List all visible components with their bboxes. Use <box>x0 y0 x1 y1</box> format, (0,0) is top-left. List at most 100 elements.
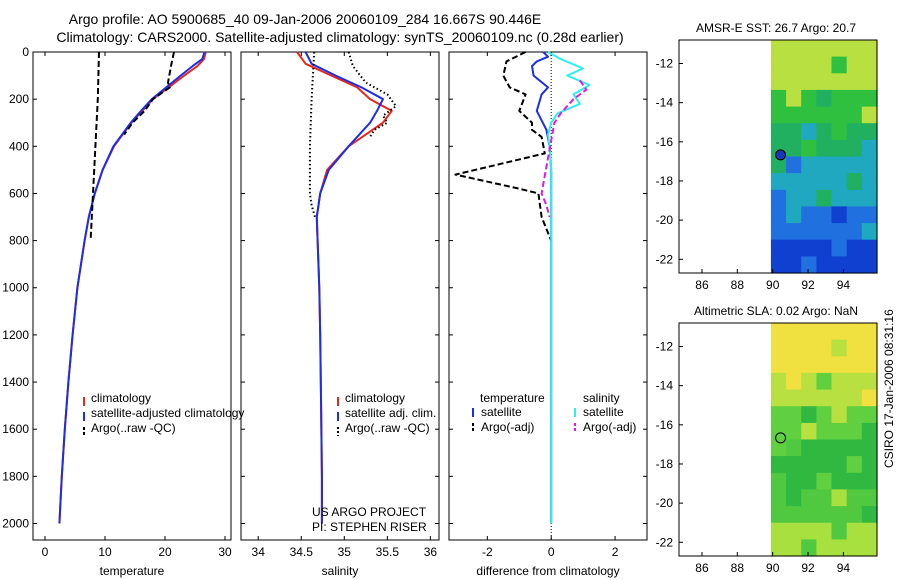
heatmap-cell <box>831 406 848 424</box>
heatmap-cell <box>861 456 878 474</box>
series-argo-raw-qc- <box>308 51 316 218</box>
x-tick-label: 2 <box>612 545 619 559</box>
heatmap-cell <box>801 489 817 507</box>
heatmap-cell <box>770 223 787 241</box>
heatmap-cell <box>770 489 787 507</box>
heatmap-cell <box>770 389 787 407</box>
heatmap-cell <box>846 456 863 474</box>
y-tick-label: -20 <box>656 213 674 227</box>
heatmap-cell <box>831 323 848 341</box>
heatmap-cell <box>801 439 817 457</box>
heatmap-cell <box>786 389 802 407</box>
heatmap-cell <box>846 472 863 490</box>
heatmap-cell <box>861 139 878 158</box>
heatmap-cell <box>786 139 802 158</box>
x-tick-label: 86 <box>695 278 709 292</box>
heatmap-cell <box>801 106 817 124</box>
heatmap-cell <box>846 139 863 158</box>
y-tick-label: 1400 <box>2 375 29 389</box>
legend-label: Argo(-adj) <box>481 420 534 434</box>
heatmap-cell <box>861 406 878 424</box>
series-argo-raw-qc-upper <box>347 51 397 138</box>
x-tick-label: 0 <box>42 545 49 559</box>
heatmap-cell <box>846 522 863 540</box>
x-tick-label: 34.5 <box>290 545 314 559</box>
heatmap-cell <box>770 456 787 474</box>
heatmap-cell <box>846 256 863 274</box>
heatmap-cell <box>846 223 863 241</box>
heatmap-cell <box>816 439 833 457</box>
axes-frame <box>448 51 648 541</box>
heatmap-cell <box>801 422 817 441</box>
heatmap-cell <box>846 89 863 108</box>
heatmap-cell <box>816 40 833 58</box>
heatmap-cell <box>861 422 878 441</box>
heatmap-cell <box>801 239 817 257</box>
legend-label: satellite <box>481 405 522 419</box>
heatmap-cell <box>861 73 878 91</box>
heatmap-cell <box>801 472 817 490</box>
y-tick-label: 1600 <box>2 422 29 436</box>
heatmap-cell <box>801 506 817 524</box>
heatmap-cell <box>801 223 817 241</box>
sst-map-title: AMSR-E SST: 26.7 Argo: 20.7 <box>696 21 856 35</box>
y-tick-label: -18 <box>656 457 674 471</box>
annotation-pi: PI: STEPHEN RISER <box>312 520 427 534</box>
heatmap-cell <box>861 173 878 191</box>
series-temperature-satellite <box>531 51 553 524</box>
x-tick-label: 88 <box>731 561 745 575</box>
heatmap-cell <box>770 356 787 374</box>
heatmap-cell <box>846 489 863 507</box>
legend-label: satellite-adjusted climatology <box>91 406 244 420</box>
heatmap-cell <box>801 256 817 274</box>
heatmap-cell <box>816 206 833 224</box>
annotation-project: US ARGO PROJECT <box>312 505 427 519</box>
difference-panel: -2 0 2 difference from climatology <box>448 51 648 578</box>
heatmap-cell <box>801 456 817 474</box>
y-tick-label: -16 <box>656 135 674 149</box>
heatmap-cell <box>770 372 787 391</box>
heatmap-cell <box>816 173 833 191</box>
heatmap-cell <box>770 472 787 490</box>
heatmap-cell <box>770 539 787 557</box>
temperature-panel: 0 10 20 30 0 200 400 600 800 1000 1200 1400 1600 1800… <box>2 45 232 578</box>
heatmap-cell <box>801 56 817 74</box>
heatmap-cell <box>861 156 878 174</box>
legend-label: satellite <box>583 405 624 419</box>
heatmap-cell <box>816 56 833 74</box>
heatmap-cell <box>861 323 878 341</box>
heatmap-cell <box>831 372 848 391</box>
heatmap-cell <box>801 123 817 141</box>
heatmap-cell <box>770 206 787 224</box>
series-salinity-argo-adj- <box>540 79 588 218</box>
heatmap-cell <box>861 40 878 58</box>
heatmap-cell <box>786 323 802 341</box>
heatmap-cell <box>770 339 787 357</box>
heatmap-cell <box>831 73 848 91</box>
heatmap-cell <box>786 89 802 108</box>
legend-label: Argo(..raw -QC) <box>345 421 430 435</box>
legend-label: satellite adj. clim. <box>345 406 436 420</box>
y-tick-label: -14 <box>656 379 674 393</box>
heatmap-cell <box>816 356 833 374</box>
x-tick-label: 94 <box>837 278 851 292</box>
heatmap-cell <box>816 406 833 424</box>
heatmap-cell <box>770 173 787 191</box>
heatmap-cell <box>816 239 833 257</box>
heatmap-cell <box>831 56 848 74</box>
series-argo-raw-qc-upper <box>123 51 175 136</box>
heatmap-cell <box>846 40 863 58</box>
sst-map-panel: AMSR-E SST: 26.7 Argo: 20.7 86 88 90 92 94 -1… <box>656 21 878 292</box>
heatmap-cell <box>770 422 787 441</box>
heatmap-cell <box>786 489 802 507</box>
heatmap-cell <box>846 106 863 124</box>
heatmap-cell <box>816 489 833 507</box>
heatmap-cell <box>846 189 863 207</box>
x-tick-label: 0 <box>548 545 555 559</box>
heatmap-cell <box>801 139 817 158</box>
heatmap-cell <box>786 256 802 274</box>
heatmap-cell <box>770 73 787 91</box>
series-satellite-adj-clim- <box>304 51 384 524</box>
heatmap-cell <box>861 539 878 557</box>
